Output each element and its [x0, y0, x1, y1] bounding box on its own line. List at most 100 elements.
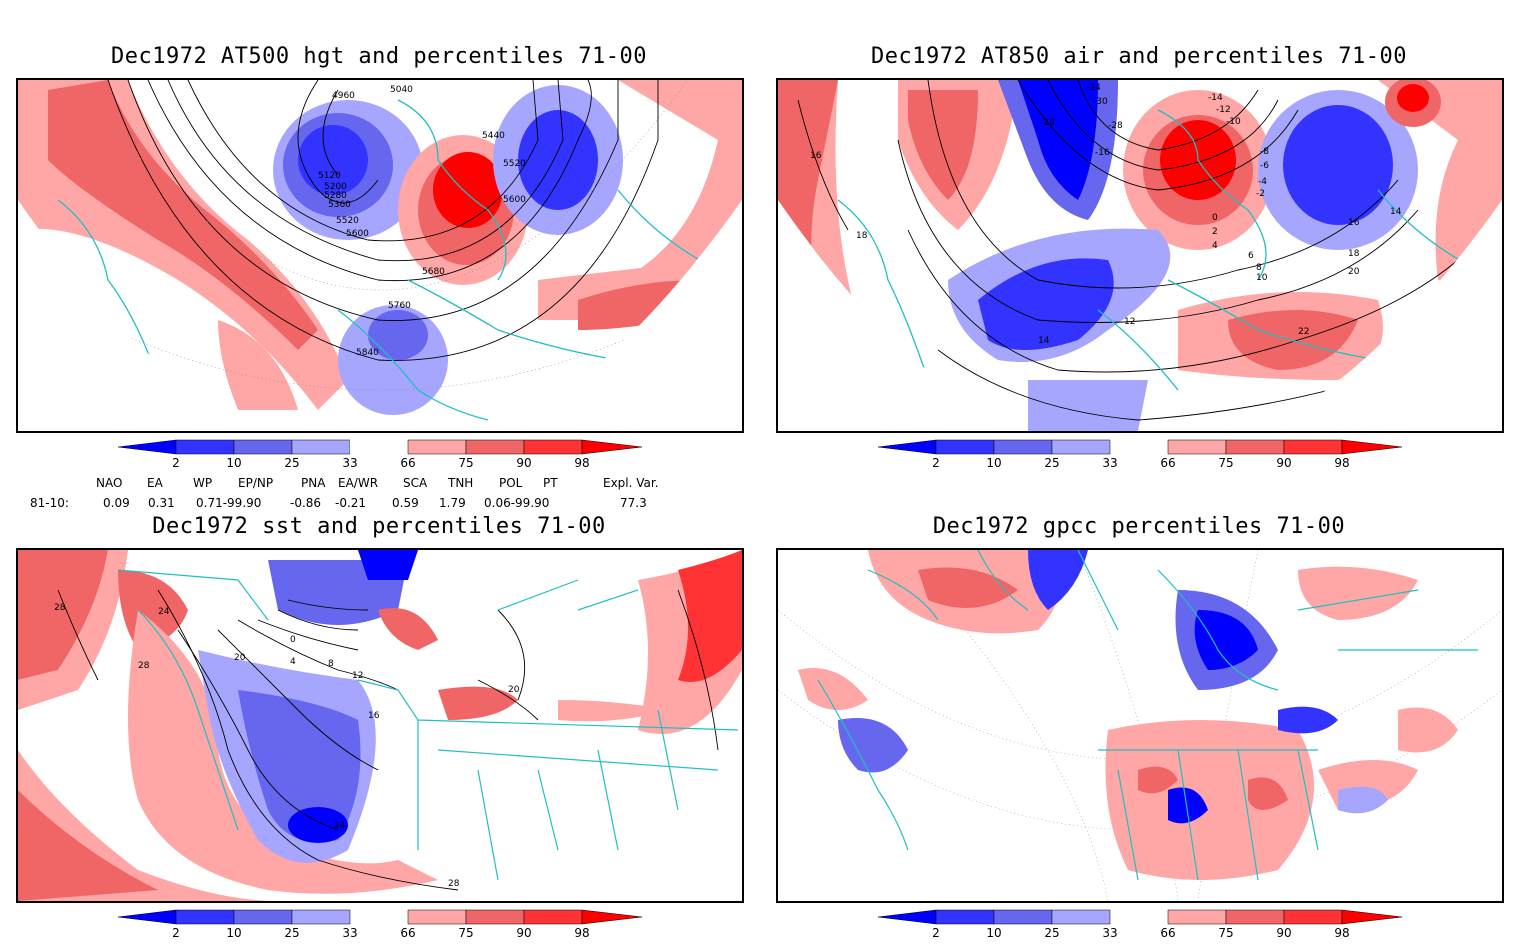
- tele-value-pna: -0.86: [290, 496, 322, 510]
- colorbar-gpcc-svg: [877, 909, 1403, 925]
- contour-label: 5600: [503, 195, 526, 205]
- colorbar-gpcc: 2 10 25 33 66 75 90 98: [877, 909, 1403, 950]
- colorbar-tick-label: 75: [458, 926, 474, 940]
- colorbar-tick-label: 75: [1218, 926, 1234, 940]
- colorbar-tick-label: 75: [458, 456, 474, 470]
- tele-header-nao: NAO: [96, 476, 123, 490]
- tele-header-pt: PT: [543, 476, 558, 490]
- contour-label: -26: [1040, 118, 1055, 128]
- colorbar-tick-label: 2: [932, 456, 940, 470]
- colorbar-tick-label: 98: [574, 926, 590, 940]
- contour-label: 8: [1256, 263, 1262, 273]
- colorbar-tick-label: 90: [516, 456, 532, 470]
- colorbar-tick-label: 33: [1102, 926, 1118, 940]
- panel-title-air850: Dec1972 AT850 air and percentiles 71-00: [870, 44, 1408, 69]
- contour-label: 20: [234, 653, 246, 663]
- teleconnection-table: NAO EA WP EP/NP PNA EA/WR SCA TNH POL PT…: [0, 474, 760, 514]
- panel-title-sst: Dec1972 sst and percentiles 71-00: [152, 514, 606, 539]
- colorbar-tick-label: 10: [986, 926, 1002, 940]
- contour-label: 0: [290, 635, 296, 645]
- contour-label: -14: [1208, 93, 1223, 103]
- contour-label: 16: [810, 151, 822, 161]
- contour-label: -24: [1086, 83, 1101, 93]
- contour-label: 28: [448, 879, 460, 889]
- contour-label: -10: [1226, 117, 1241, 127]
- tele-value-eawr: -0.21: [335, 496, 367, 510]
- map-gpcc-svg: [778, 550, 1502, 901]
- contour-label: -2: [1256, 189, 1265, 199]
- contour-label: 22: [1298, 327, 1309, 337]
- contour-label: 10: [1256, 273, 1268, 283]
- contour-label: 5520: [336, 216, 359, 226]
- contour-label: 20: [1348, 267, 1360, 277]
- contour-label: 5840: [356, 348, 379, 358]
- map-panel-gpcc: [776, 548, 1504, 903]
- colorbar-tick-label: 33: [342, 456, 358, 470]
- colorbar-tick-label: 90: [1276, 926, 1292, 940]
- contour-label: 5760: [388, 301, 411, 311]
- tele-header-pna: PNA: [301, 476, 326, 490]
- colorbar-hgt500: 2 10 25 33 66 75 90 98: [117, 439, 643, 480]
- panel-title-gpcc: Dec1972 gpcc percentiles 71-00: [932, 514, 1346, 539]
- contour-label: 12: [352, 671, 363, 681]
- colorbar-tick-label: 2: [932, 926, 940, 940]
- colorbar-tick-label: 10: [226, 456, 242, 470]
- contour-label: 24: [158, 607, 170, 617]
- contour-label: 4: [1212, 241, 1218, 251]
- contour-label: 5680: [422, 267, 445, 277]
- contour-label: 20: [508, 685, 520, 695]
- contour-label: 5280: [324, 191, 347, 201]
- contour-label: 5200: [324, 182, 347, 192]
- tele-header-epnp: EP/NP: [238, 476, 274, 490]
- colorbar-tick-label: 2: [172, 456, 180, 470]
- tele-header-wp: WP: [193, 476, 213, 490]
- colorbar-tick-label: 10: [226, 926, 242, 940]
- colorbar-tick-label: 33: [1102, 456, 1118, 470]
- contour-label: 6: [1248, 251, 1254, 261]
- contour-label: -12: [1216, 105, 1231, 115]
- contour-label: 14: [1038, 336, 1050, 346]
- colorbar-tick-label: 33: [342, 926, 358, 940]
- contour-labels-sst: 28 24 20 16 12 8 4 0 28 28 24 20: [54, 603, 520, 889]
- contour-label: -8: [1260, 147, 1269, 157]
- contour-labels-hgt500: 4960 5040 5120 5200 5280 5360 5440 5520 …: [318, 85, 526, 358]
- contour-label: -16: [1095, 148, 1110, 158]
- colorbar-tick-label: 90: [516, 926, 532, 940]
- tele-value-explvar: 77.3: [620, 496, 647, 510]
- contour-label: 28: [138, 661, 150, 671]
- tele-value-pol-pt: 0.06-99.90: [484, 496, 550, 510]
- colorbar-tick-label: 66: [400, 926, 416, 940]
- map-panel-sst: 28 24 20 16 12 8 4 0 28 28 24 20: [16, 548, 744, 903]
- contour-label: -28: [1108, 121, 1123, 131]
- tele-header-explvar: Expl. Var.: [603, 476, 659, 490]
- colorbar-tick-label: 10: [986, 456, 1002, 470]
- contour-label: 16: [368, 711, 380, 721]
- colorbar-tick-label: 66: [1160, 926, 1176, 940]
- tele-header-ea: EA: [147, 476, 163, 490]
- contour-label: 14: [1390, 207, 1402, 217]
- tele-value-tnh: 1.79: [439, 496, 466, 510]
- contour-label: 8: [328, 659, 334, 669]
- colorbar-tick-label: 75: [1218, 456, 1234, 470]
- tele-header-eawr: EA/WR: [338, 476, 379, 490]
- contour-label: 18: [856, 231, 868, 241]
- contour-label: 5600: [346, 229, 369, 239]
- contour-label: 24: [334, 821, 346, 831]
- colorbar-hgt500-svg: [117, 439, 643, 455]
- map-panel-hgt500: 4960 5040 5120 5200 5280 5360 5440 5520 …: [16, 78, 744, 433]
- colorbar-sst: 2 10 25 33 66 75 90 98: [117, 909, 643, 950]
- colorbar-air850-svg: [877, 439, 1403, 455]
- colorbar-tick-label: 25: [284, 926, 300, 940]
- contour-label: 5040: [390, 85, 413, 95]
- panel-title-hgt500: Dec1972 AT500 hgt and percentiles 71-00: [110, 44, 648, 69]
- colorbar-tick-label: 90: [1276, 456, 1292, 470]
- contour-label: 4960: [332, 91, 355, 101]
- tele-value-ea: 0.31: [148, 496, 175, 510]
- colorbar-tick-label: 98: [1334, 926, 1350, 940]
- colorbar-tick-label: 25: [1044, 926, 1060, 940]
- contour-label: 5120: [318, 171, 341, 181]
- colorbar-tick-label: 66: [400, 456, 416, 470]
- colorbar-tick-label: 25: [1044, 456, 1060, 470]
- contour-label: 4: [290, 657, 296, 667]
- contour-label: 18: [1348, 249, 1360, 259]
